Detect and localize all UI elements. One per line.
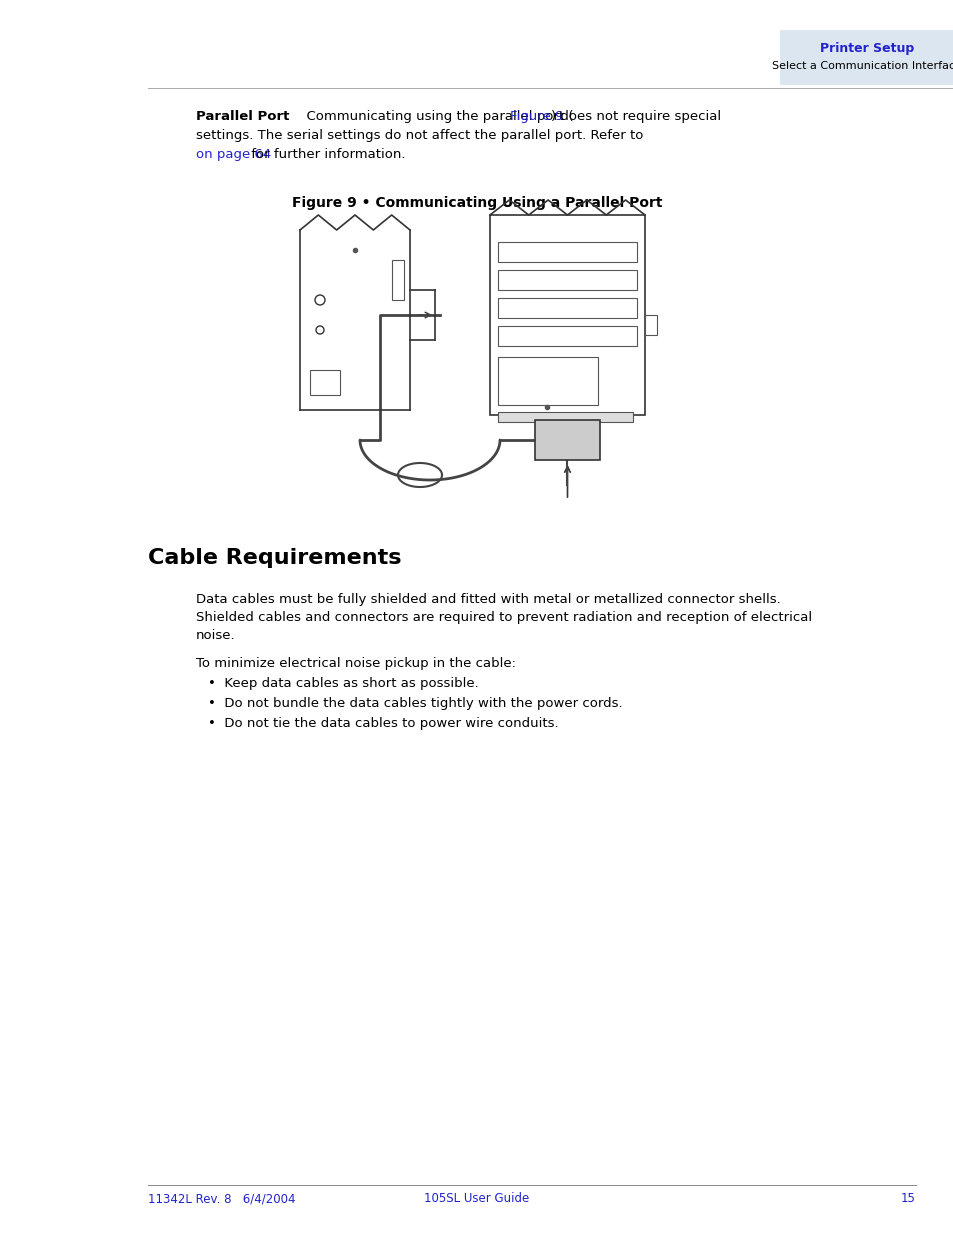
Bar: [310, 370, 339, 395]
Text: •  Do not tie the data cables to power wire conduits.: • Do not tie the data cables to power wi…: [208, 718, 558, 730]
Bar: [497, 357, 598, 405]
Text: noise.: noise.: [195, 629, 235, 642]
Text: on page 64: on page 64: [195, 148, 271, 161]
Bar: [497, 270, 637, 290]
Text: Figure 9: Figure 9: [510, 110, 562, 124]
Text: Data cables must be fully shielded and fitted with metal or metallized connector: Data cables must be fully shielded and f…: [195, 593, 780, 606]
Bar: [490, 215, 644, 415]
Text: 11342L Rev. 8   6/4/2004: 11342L Rev. 8 6/4/2004: [148, 1192, 295, 1205]
Bar: [497, 326, 637, 346]
Text: Select a Communication Interface: Select a Communication Interface: [771, 61, 953, 70]
Bar: [497, 242, 637, 262]
Text: Parallel Port: Parallel Port: [195, 110, 289, 124]
Bar: [535, 420, 599, 459]
Text: Cable Requirements: Cable Requirements: [148, 548, 401, 568]
Text: ) does not require special: ) does not require special: [551, 110, 720, 124]
Circle shape: [315, 326, 324, 333]
Circle shape: [314, 295, 325, 305]
Text: Figure 9 • Communicating Using a Parallel Port: Figure 9 • Communicating Using a Paralle…: [292, 196, 661, 210]
Text: •  Keep data cables as short as possible.: • Keep data cables as short as possible.: [208, 677, 477, 690]
Bar: [497, 412, 633, 422]
Text: 15: 15: [900, 1192, 915, 1205]
Bar: [780, 30, 953, 85]
Text: settings. The serial settings do not affect the parallel port. Refer to: settings. The serial settings do not aff…: [195, 128, 642, 142]
Text: Shielded cables and connectors are required to prevent radiation and reception o: Shielded cables and connectors are requi…: [195, 611, 811, 624]
Text: 105SL User Guide: 105SL User Guide: [424, 1192, 529, 1205]
Text: Printer Setup: Printer Setup: [819, 42, 913, 54]
Text: •  Do not bundle the data cables tightly with the power cords.: • Do not bundle the data cables tightly …: [208, 697, 621, 710]
Bar: [392, 261, 403, 300]
Text: Communicating using the parallel port (: Communicating using the parallel port (: [297, 110, 573, 124]
Bar: [644, 315, 657, 335]
Bar: [497, 298, 637, 317]
Text: To minimize electrical noise pickup in the cable:: To minimize electrical noise pickup in t…: [195, 657, 515, 671]
Text: for further information.: for further information.: [247, 148, 405, 161]
